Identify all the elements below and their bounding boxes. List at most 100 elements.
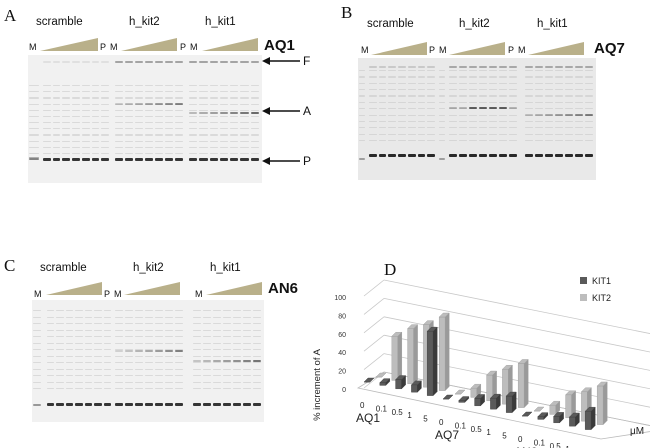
gel-band bbox=[33, 336, 41, 338]
gel-band bbox=[427, 95, 435, 97]
gel-band bbox=[52, 103, 61, 105]
bar-kit1-aq7-2 bbox=[474, 398, 481, 407]
gel-lane bbox=[459, 58, 467, 180]
gel-band bbox=[84, 403, 93, 406]
gel-band bbox=[175, 85, 183, 87]
gel-band bbox=[209, 85, 218, 87]
gel-lane bbox=[407, 58, 416, 180]
gel-band bbox=[101, 109, 109, 111]
gel-band bbox=[585, 82, 593, 84]
x-tick-label: 5 bbox=[502, 432, 507, 441]
gel-band bbox=[94, 329, 102, 331]
gel-band bbox=[155, 323, 163, 325]
gel-band bbox=[213, 329, 221, 331]
gel-band bbox=[575, 114, 583, 116]
gel-band bbox=[175, 350, 183, 352]
gel-band bbox=[135, 310, 143, 312]
gel-band bbox=[62, 158, 71, 161]
gel-band bbox=[369, 108, 377, 110]
panel-c-wedge-1 bbox=[46, 282, 102, 295]
gel-band bbox=[219, 112, 229, 114]
gel-band bbox=[193, 329, 201, 331]
gel-band bbox=[175, 146, 183, 148]
panel-b-p-label-2: P bbox=[508, 45, 515, 55]
gel-band bbox=[81, 109, 90, 111]
gel-band bbox=[145, 122, 153, 124]
gel-band bbox=[219, 109, 229, 111]
gel-band bbox=[52, 153, 61, 155]
gel-lane bbox=[47, 300, 55, 422]
gel-band bbox=[47, 310, 55, 312]
gel-band bbox=[489, 89, 497, 91]
gel-band bbox=[193, 362, 201, 364]
gel-band bbox=[369, 120, 377, 123]
gel-lane bbox=[243, 300, 251, 422]
gel-band bbox=[427, 76, 435, 78]
gel-band bbox=[209, 128, 218, 130]
gel-band bbox=[243, 403, 251, 406]
gel-band bbox=[213, 336, 221, 338]
gel-band bbox=[52, 146, 61, 148]
gel-band bbox=[115, 134, 123, 136]
gel-band bbox=[84, 336, 93, 338]
gel-band bbox=[125, 403, 133, 406]
gel-band bbox=[545, 114, 553, 116]
gel-band bbox=[81, 122, 90, 124]
x-tick-label: 5 bbox=[423, 415, 428, 424]
gel-band bbox=[555, 101, 563, 103]
gel-band bbox=[407, 154, 416, 157]
gel-band bbox=[213, 310, 221, 312]
gel-band bbox=[209, 109, 218, 111]
gel-band bbox=[499, 114, 507, 116]
gel-band bbox=[43, 146, 51, 148]
gel-band bbox=[525, 133, 533, 135]
gel-band bbox=[101, 158, 109, 161]
gel-band bbox=[203, 310, 211, 312]
gel-band bbox=[135, 103, 143, 105]
gel-band bbox=[535, 114, 543, 116]
gel-band bbox=[417, 101, 426, 103]
gel-band bbox=[101, 153, 109, 155]
gel-band bbox=[125, 85, 133, 87]
gel-band bbox=[29, 140, 39, 142]
gel-band bbox=[417, 89, 426, 91]
gel-band bbox=[84, 388, 93, 390]
gel-band bbox=[585, 108, 593, 110]
gel-band bbox=[29, 115, 39, 118]
gel-band bbox=[165, 403, 173, 406]
gel-band bbox=[223, 355, 231, 357]
gel-band bbox=[175, 122, 183, 124]
gel-band bbox=[94, 388, 102, 390]
gel-band bbox=[223, 375, 231, 377]
gel-band bbox=[43, 61, 51, 63]
gel-band bbox=[145, 103, 153, 105]
gel-band bbox=[145, 329, 153, 331]
gel-band bbox=[75, 323, 83, 325]
gel-band bbox=[115, 122, 123, 124]
gel-band bbox=[56, 403, 64, 406]
gel-band bbox=[545, 108, 553, 110]
gel-band bbox=[145, 115, 153, 118]
gel-band bbox=[72, 140, 80, 142]
gel-band bbox=[65, 316, 74, 318]
gel-band bbox=[585, 95, 593, 97]
gel-band bbox=[407, 101, 416, 103]
gel-band bbox=[388, 89, 397, 91]
gel-band bbox=[47, 342, 55, 344]
gel-lane bbox=[479, 58, 487, 180]
gel-band bbox=[535, 108, 543, 110]
y-axis-label: % increment of A bbox=[312, 348, 323, 420]
gel-band bbox=[489, 120, 497, 123]
panel-c-m-label: M bbox=[34, 289, 42, 299]
gel-band bbox=[449, 133, 457, 135]
gel-band bbox=[449, 127, 457, 129]
gel-band bbox=[469, 133, 477, 135]
gel-band bbox=[155, 109, 163, 111]
gel-band bbox=[585, 114, 593, 116]
gel-lane bbox=[233, 300, 241, 422]
gel-band bbox=[155, 336, 163, 338]
gel-band bbox=[359, 76, 365, 78]
gel-band bbox=[469, 114, 477, 116]
gel-lane bbox=[29, 55, 39, 183]
gel-band bbox=[165, 316, 173, 318]
